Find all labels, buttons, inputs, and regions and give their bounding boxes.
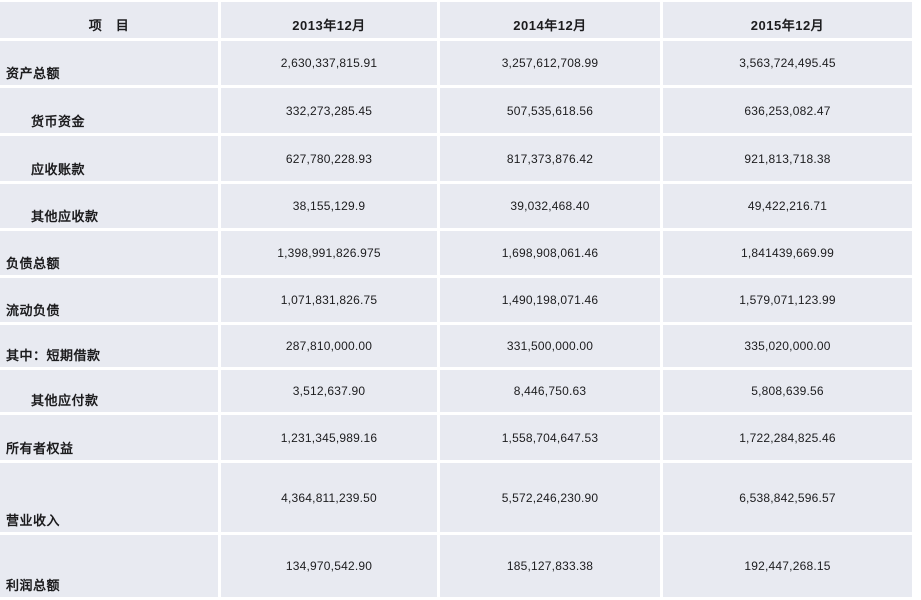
column-header-2013-12: 2013年12月 — [221, 2, 437, 38]
row-label: 负债总额 — [0, 231, 218, 275]
row-label: 其他应收款 — [0, 184, 218, 228]
cell-value: 636,253,082.47 — [663, 88, 912, 133]
row-label: 利润总额 — [0, 535, 218, 597]
row-label: 应收账款 — [0, 136, 218, 181]
cell-value: 1,579,071,123.99 — [663, 278, 912, 322]
cell-value: 8,446,750.63 — [440, 370, 660, 412]
row-label: 营业收入 — [0, 463, 218, 532]
cell-value: 1,490,198,071.46 — [440, 278, 660, 322]
cell-value: 2,630,337,815.91 — [221, 41, 437, 85]
cell-value: 1,841439,669.99 — [663, 231, 912, 275]
cell-value: 331,500,000.00 — [440, 325, 660, 367]
cell-value: 3,512,637.90 — [221, 370, 437, 412]
cell-value: 192,447,268.15 — [663, 535, 912, 597]
cell-value: 4,364,811,239.50 — [221, 463, 437, 532]
cell-value: 39,032,468.40 — [440, 184, 660, 228]
row-label: 流动负债 — [0, 278, 218, 322]
cell-value: 6,538,842,596.57 — [663, 463, 912, 532]
cell-value: 1,398,991,826.975 — [221, 231, 437, 275]
cell-value: 287,810,000.00 — [221, 325, 437, 367]
cell-value: 332,273,285.45 — [221, 88, 437, 133]
cell-value: 5,808,639.56 — [663, 370, 912, 412]
cell-value: 921,813,718.38 — [663, 136, 912, 181]
cell-value: 3,563,724,495.45 — [663, 41, 912, 85]
row-label: 其他应付款 — [0, 370, 218, 412]
row-label: 其中：短期借款 — [0, 325, 218, 367]
column-header-2015-12: 2015年12月 — [663, 2, 912, 38]
cell-value: 507,535,618.56 — [440, 88, 660, 133]
cell-value: 1,722,284,825.46 — [663, 415, 912, 460]
column-header-item: 项 目 — [0, 2, 218, 38]
cell-value: 38,155,129.9 — [221, 184, 437, 228]
cell-value: 49,422,216.71 — [663, 184, 912, 228]
cell-value: 1,231,345,989.16 — [221, 415, 437, 460]
cell-value: 1,071,831,826.75 — [221, 278, 437, 322]
cell-value: 1,558,704,647.53 — [440, 415, 660, 460]
cell-value: 1,698,908,061.46 — [440, 231, 660, 275]
column-header-2014-12: 2014年12月 — [440, 2, 660, 38]
row-label: 货币资金 — [0, 88, 218, 133]
cell-value: 185,127,833.38 — [440, 535, 660, 597]
cell-value: 817,373,876.42 — [440, 136, 660, 181]
row-label: 所有者权益 — [0, 415, 218, 460]
cell-value: 134,970,542.90 — [221, 535, 437, 597]
row-label: 资产总额 — [0, 41, 218, 85]
cell-value: 5,572,246,230.90 — [440, 463, 660, 532]
cell-value: 335,020,000.00 — [663, 325, 912, 367]
cell-value: 3,257,612,708.99 — [440, 41, 660, 85]
cell-value: 627,780,228.93 — [221, 136, 437, 181]
